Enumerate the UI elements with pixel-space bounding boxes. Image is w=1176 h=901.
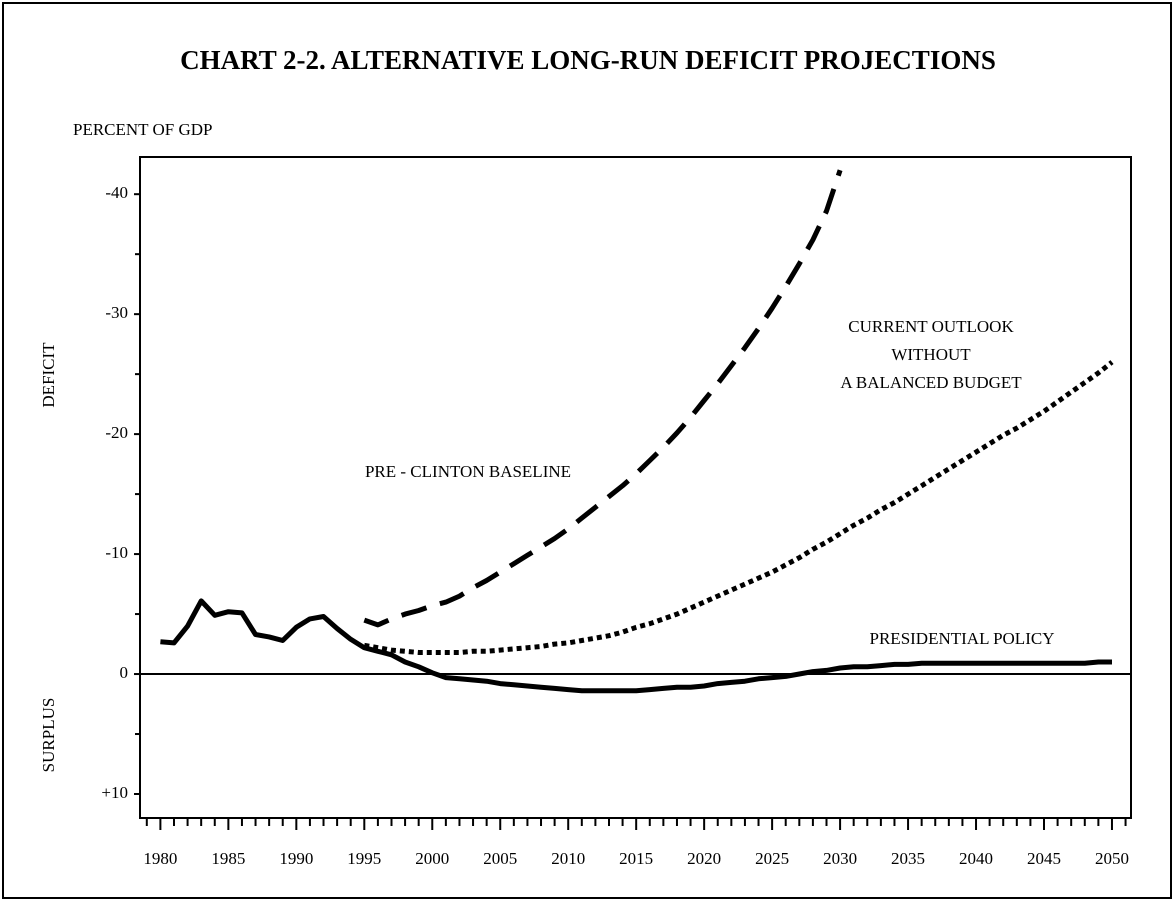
x-tick-label: 2000	[415, 849, 449, 868]
x-tick-label: 2010	[551, 849, 585, 868]
x-tick-label: 2035	[891, 849, 925, 868]
x-tick-label: 1980	[143, 849, 177, 868]
x-tick-label: 1995	[347, 849, 381, 868]
annotation: PRESIDENTIAL POLICY	[870, 629, 1055, 648]
y-tick-label: -10	[105, 543, 128, 562]
chart-title: CHART 2-2. ALTERNATIVE LONG-RUN DEFICIT …	[180, 45, 996, 75]
x-tick-label: 2020	[687, 849, 721, 868]
x-tick-label: 2015	[619, 849, 653, 868]
x-tick-label: 2050	[1095, 849, 1129, 868]
annotation: A BALANCED BUDGET	[840, 373, 1022, 392]
y-tick-label: -40	[105, 183, 128, 202]
y-axis-unit: PERCENT OF GDP	[73, 120, 213, 139]
annotation: CURRENT OUTLOOK	[848, 317, 1014, 336]
x-tick-label: 2040	[959, 849, 993, 868]
x-tick-label: 2045	[1027, 849, 1061, 868]
series-line	[363, 360, 1114, 655]
x-tick-label: 2005	[483, 849, 517, 868]
y-tick-label: -30	[105, 303, 128, 322]
x-tick-label: 2030	[823, 849, 857, 868]
annotation: WITHOUT	[891, 345, 971, 364]
x-tick-label: 1985	[211, 849, 245, 868]
y-axis-label: SURPLUS	[39, 698, 58, 773]
y-tick-label: -20	[105, 423, 128, 442]
y-tick-label: +10	[101, 783, 128, 802]
y-tick-label: 0	[120, 663, 129, 682]
series-line	[160, 598, 1112, 694]
series-line	[363, 169, 843, 628]
x-tick-label: 2025	[755, 849, 789, 868]
y-axis-label: DEFICIT	[39, 342, 58, 408]
annotation: PRE - CLINTON BASELINE	[365, 462, 571, 481]
plot-frame	[139, 156, 1132, 819]
x-tick-label: 1990	[279, 849, 313, 868]
